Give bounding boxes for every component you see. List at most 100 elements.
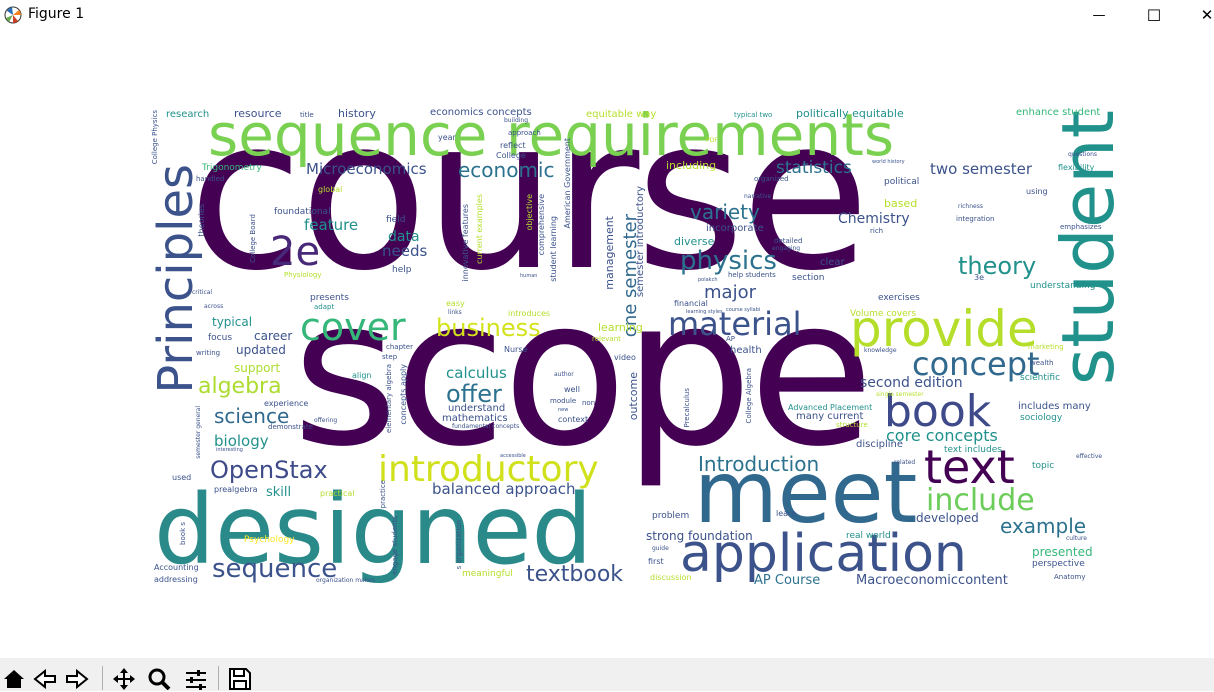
minimize-icon: — (1092, 7, 1106, 23)
word-text-includes: text includes (944, 445, 1002, 455)
word-politically-equitable: politically equitable (796, 107, 904, 120)
word-based: based (884, 197, 918, 210)
word-provide: provide (850, 300, 1038, 358)
word-problem: problem (652, 511, 690, 521)
maximize-icon: ☐ (1146, 5, 1162, 25)
word-physiology: Physiology (284, 271, 322, 279)
word-reflect: reflect (500, 141, 526, 150)
word-detailed: detailed (774, 237, 803, 245)
word-effective: effective (1076, 453, 1103, 460)
word-updated: updated (236, 343, 286, 357)
word-incorporate: incorporate (706, 223, 764, 234)
word-financial: financial (674, 299, 708, 308)
word-meet: meet (694, 443, 918, 543)
word-field: field (386, 215, 406, 225)
word-college-physics: College Physics (151, 110, 159, 165)
minimize-button[interactable]: — (1076, 0, 1122, 30)
save-button[interactable] (226, 666, 254, 692)
word-college-board: College Board (249, 214, 257, 263)
pan-button[interactable] (110, 666, 138, 692)
word-richness: richness (958, 203, 983, 210)
zoom-button[interactable] (145, 666, 173, 692)
word-offer: offer (446, 380, 502, 408)
word-designed: designed (154, 474, 593, 586)
word-organization-makes: organization makes (316, 577, 375, 584)
word-business: business (436, 314, 541, 342)
word-many-current: many current (796, 411, 864, 422)
word-comprehensive: comprehensive (537, 194, 546, 256)
word-second-edition: second edition (860, 375, 963, 391)
word-prealgebra: prealgebra (214, 485, 258, 494)
word-fundamental-concepts: fundamental concepts (452, 423, 520, 430)
word-first: first (648, 557, 664, 566)
word-microeconomics: Microeconomics (306, 160, 427, 178)
word-psychology: Psychology (244, 535, 295, 545)
word-concept: concept (912, 345, 1040, 383)
word-cover: cover (300, 305, 406, 349)
word-video: video (614, 353, 636, 362)
word-accounting: Accounting (154, 563, 199, 572)
word-links: links (448, 309, 462, 316)
word-chemistry: Chemistry (838, 211, 910, 227)
word-elementary-algebra: elementary algebra (385, 364, 393, 433)
home-button[interactable] (0, 666, 28, 692)
word-pdf: PDF (706, 137, 718, 144)
word-feature: feature (304, 216, 359, 234)
close-button[interactable]: ✕ (1184, 0, 1214, 30)
word-understanding: understanding (1030, 281, 1096, 291)
word-experience: experience (264, 399, 309, 408)
word-using: using (1026, 187, 1048, 196)
window-title: Figure 1 (28, 6, 85, 22)
home-icon (4, 670, 24, 688)
back-button[interactable] (30, 666, 58, 692)
word-align: align (352, 371, 372, 380)
word-outcome: outcome (627, 372, 640, 421)
pan-icon (113, 668, 135, 690)
word-discipline: discipline (856, 439, 904, 450)
word-questions: questions (1068, 151, 1098, 158)
word-related: related (894, 459, 916, 466)
word-enhance-student: enhance student (1016, 107, 1101, 118)
save-icon (229, 668, 251, 690)
word-flexibility: flexibility (1058, 163, 1095, 172)
word-objective: objective (525, 194, 534, 231)
back-icon (33, 668, 56, 690)
word-economics-concepts: economics concepts (430, 107, 532, 118)
word-emphasizes: emphasizes (1060, 223, 1102, 231)
maximize-button[interactable]: ☐ (1131, 0, 1177, 30)
word-3e: 3e (974, 273, 985, 282)
matplotlib-app-icon (4, 6, 22, 24)
word-developed: developed (916, 511, 979, 525)
word-polakch: polakch (698, 277, 718, 283)
word-openstax: OpenStax (210, 456, 328, 484)
word-presents: presents (310, 293, 349, 303)
word-demonstrate: demonstrate (268, 423, 313, 431)
window-titlebar: Figure 1 — ☐ ✕ (0, 0, 1214, 30)
word-calculus: calculus (446, 364, 507, 382)
word-volume-covers: Volume covers (850, 309, 917, 319)
word-including: including (666, 159, 717, 172)
word-student-learning: student learning (549, 216, 558, 282)
word-interesting: interesting (216, 447, 243, 453)
word-world-history: world history (872, 159, 905, 165)
word-new: new (558, 407, 569, 413)
word-statistics: statistics (776, 158, 852, 178)
word-foundational: foundational (274, 207, 331, 217)
word-book-s: book s (179, 522, 187, 545)
configure-subplots-button[interactable] (182, 666, 210, 692)
forward-icon (66, 668, 89, 690)
word-addressing: addressing (154, 575, 198, 584)
word-narrative: narrative (744, 193, 772, 200)
word-nurse: Nurse (504, 345, 528, 354)
word-data: data (388, 229, 420, 245)
word-practical: practical (320, 489, 355, 498)
word-step: step (382, 353, 398, 361)
word-precalculus: Precalculus (683, 388, 691, 428)
word-example: example (1000, 514, 1087, 538)
word-cloud: course scope designed sequence requireme… (150, 104, 1116, 588)
word-title: title (300, 111, 314, 119)
word-needs: needs (382, 242, 428, 260)
word-used: used (172, 473, 192, 482)
word-american-government: American Government (563, 138, 572, 229)
forward-button[interactable] (64, 666, 92, 692)
